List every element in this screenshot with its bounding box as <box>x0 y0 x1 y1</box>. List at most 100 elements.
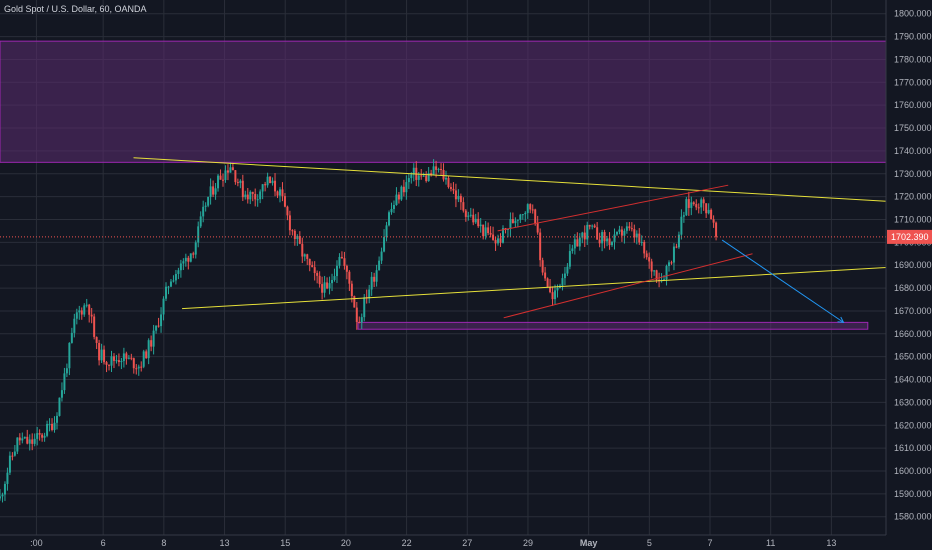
candle-body <box>625 226 628 231</box>
candle <box>603 229 606 249</box>
candle <box>601 229 604 252</box>
candle-body <box>254 193 257 200</box>
time-axis: :00 6 8 13 15 20 22 27 29 May 5 7 11 13 <box>30 538 836 548</box>
candle <box>620 226 623 242</box>
candle-body <box>690 202 693 208</box>
candle-body <box>620 229 623 236</box>
candle <box>182 258 185 270</box>
candle-body <box>596 227 599 240</box>
candle <box>105 360 108 373</box>
candle-body <box>710 209 713 220</box>
candle <box>140 361 143 372</box>
candle-body <box>700 199 703 208</box>
candle <box>373 272 376 288</box>
candle <box>593 223 596 229</box>
candle <box>65 363 68 378</box>
candle-body <box>578 237 581 247</box>
time-tick-label: May <box>580 538 598 548</box>
candle <box>440 163 443 176</box>
candle-body <box>155 325 158 331</box>
candle-body <box>536 223 539 233</box>
candle-body <box>321 284 324 293</box>
candle-body <box>668 262 671 267</box>
candle <box>385 221 388 242</box>
candle <box>348 270 351 291</box>
candle <box>511 212 514 224</box>
candle <box>578 233 581 251</box>
time-tick-label: 7 <box>708 538 713 548</box>
candle <box>184 253 187 267</box>
candle <box>1 492 4 503</box>
candle <box>150 335 153 352</box>
candle-body <box>256 199 259 201</box>
candle-body <box>264 184 267 186</box>
candle-body <box>514 220 517 224</box>
candle-body <box>501 228 504 243</box>
candle-body <box>147 340 150 359</box>
candle <box>98 339 101 366</box>
candle-body <box>125 353 128 359</box>
candle-body <box>177 270 180 274</box>
price-tick-label: 1600.000 <box>894 466 932 476</box>
candle-body <box>643 242 646 254</box>
candle <box>120 357 123 370</box>
price-tick-label: 1740.000 <box>894 146 932 156</box>
candle-body <box>333 276 336 280</box>
candle <box>581 231 584 244</box>
candle <box>288 210 291 236</box>
candle-body <box>601 232 604 244</box>
candle <box>680 209 683 240</box>
candle-body <box>33 438 36 444</box>
candle <box>115 354 118 364</box>
candle-body <box>328 283 331 289</box>
candle-body <box>115 360 118 362</box>
candle <box>692 201 695 206</box>
candle-body <box>395 194 398 206</box>
candle <box>437 167 440 173</box>
candle-body <box>397 194 400 200</box>
candle <box>306 253 309 265</box>
candle-body <box>130 357 133 359</box>
candle <box>122 347 125 368</box>
upper-resistance-zone <box>0 40 887 163</box>
candle <box>472 208 475 226</box>
candle <box>145 349 148 359</box>
candle-body <box>358 321 361 323</box>
candle-body <box>546 278 549 287</box>
candle <box>276 190 279 199</box>
candle-body <box>489 233 492 235</box>
candle-body <box>306 254 309 259</box>
candle-body <box>516 219 519 221</box>
candle-body <box>549 286 552 293</box>
candle <box>541 257 544 276</box>
candle <box>75 308 78 325</box>
candle <box>625 222 628 234</box>
candle-body <box>162 298 165 315</box>
candle-body <box>630 228 633 230</box>
price-tick-label: 1720.000 <box>894 192 932 202</box>
candle-body <box>472 214 475 223</box>
price-tick-label: 1640.000 <box>894 375 932 385</box>
projection-arrowhead <box>837 316 845 323</box>
candle-body <box>73 318 76 333</box>
candle-body <box>249 191 252 200</box>
candle <box>628 222 631 231</box>
candle-body <box>160 314 163 327</box>
candle <box>576 232 579 247</box>
candle-body <box>452 188 455 191</box>
candle <box>212 180 215 198</box>
candle <box>130 353 133 361</box>
candle <box>519 213 522 224</box>
time-tick-label: 22 <box>402 538 412 548</box>
price-tick-label: 1620.000 <box>894 420 932 430</box>
candle <box>467 211 470 221</box>
candle <box>63 367 66 394</box>
candle <box>670 260 673 265</box>
time-tick-label: 15 <box>280 538 290 548</box>
candle-body <box>695 204 698 208</box>
candle-body <box>338 256 341 266</box>
candle-body <box>663 279 666 281</box>
candle <box>524 211 527 222</box>
